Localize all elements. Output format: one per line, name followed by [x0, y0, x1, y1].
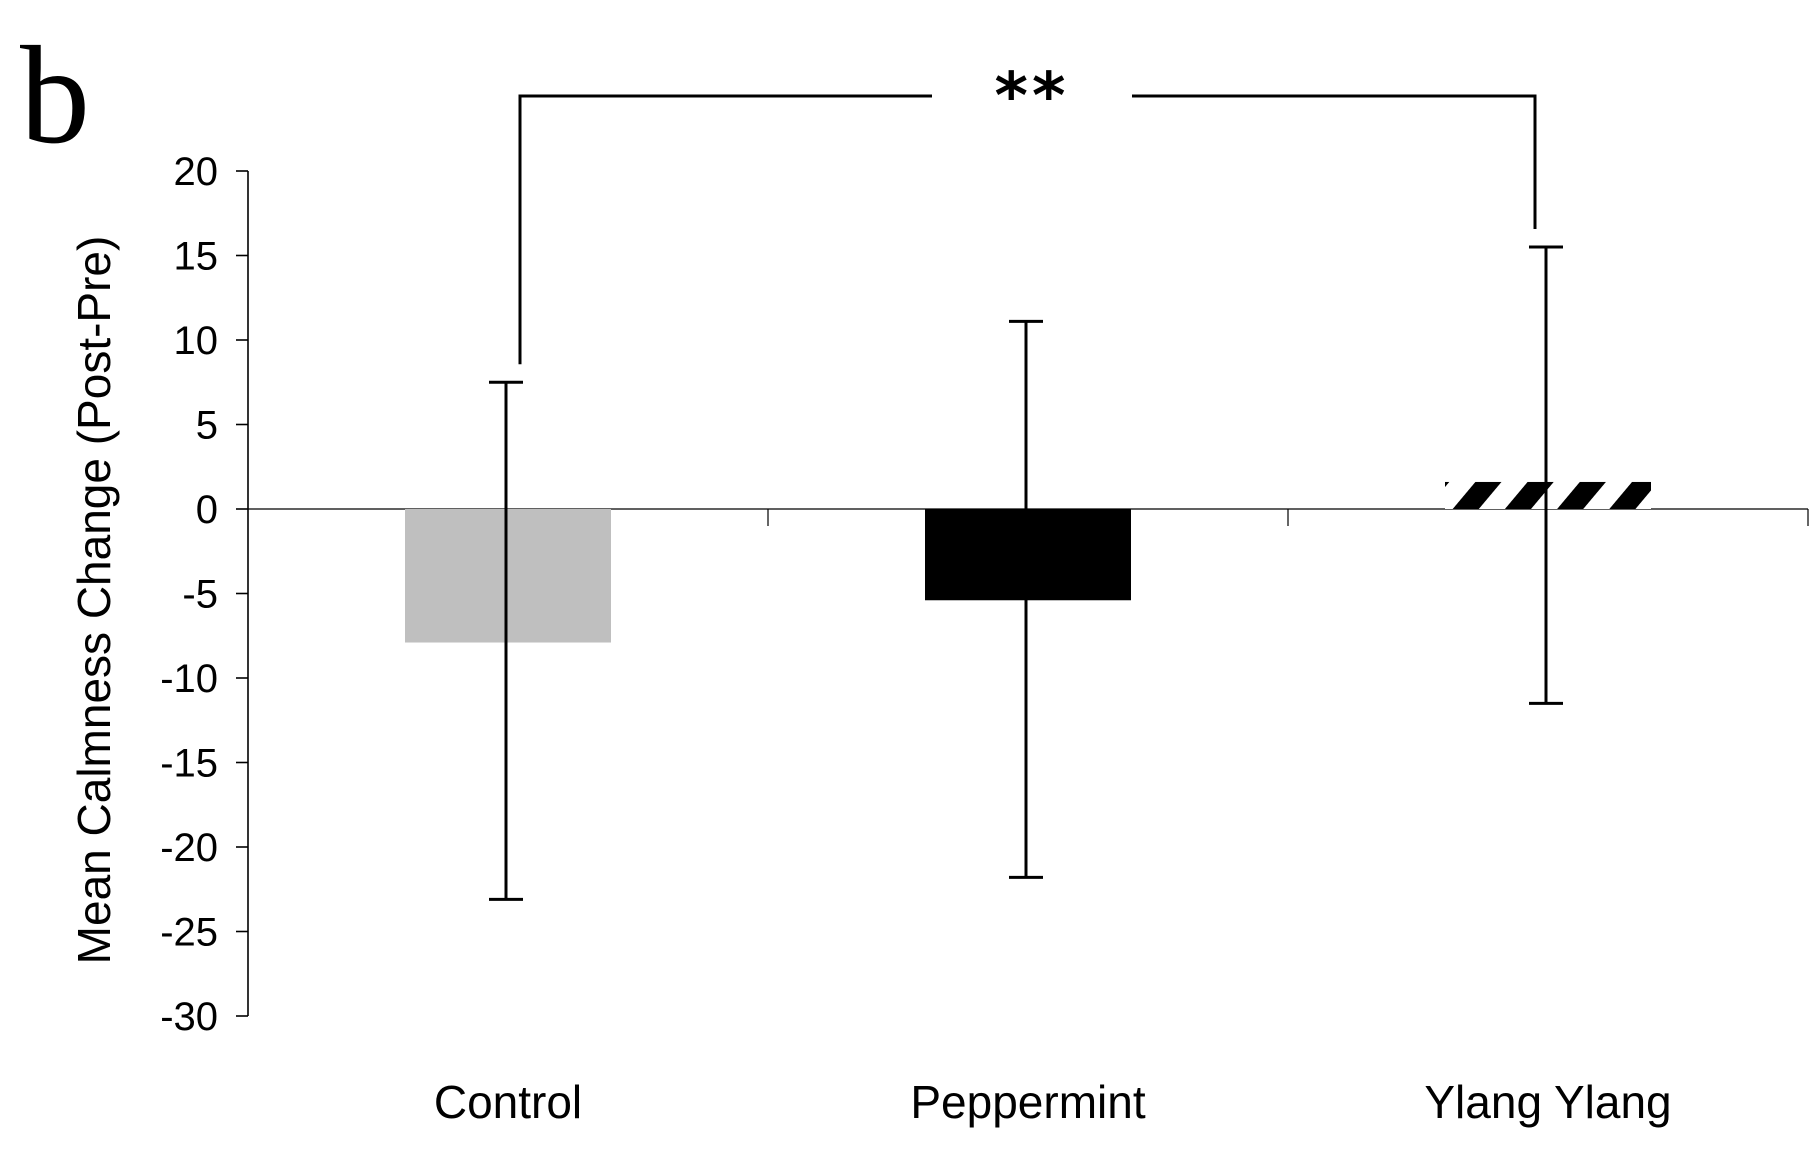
y-tick-label: 0	[196, 488, 218, 532]
significance-bracket: **	[518, 60, 1537, 365]
y-tick-label: -25	[160, 911, 218, 955]
significance-bracket-left	[518, 94, 932, 365]
bar	[405, 509, 611, 643]
category-label: Peppermint	[910, 1076, 1145, 1128]
significance-bracket-right	[1132, 94, 1537, 230]
y-tick-label: -5	[182, 573, 218, 617]
y-tick-label: 10	[174, 319, 219, 363]
bar	[925, 509, 1131, 601]
y-tick-label: 20	[174, 150, 219, 194]
bars	[405, 481, 1651, 643]
y-tick-label: -10	[160, 657, 218, 701]
bar	[1445, 481, 1651, 509]
y-tick-label: -20	[160, 826, 218, 870]
y-axis-title: Mean Calmness Change (Post-Pre)	[68, 236, 120, 965]
category-label: Control	[434, 1076, 582, 1128]
y-tick-label: -30	[160, 995, 218, 1039]
y-tick-label: -15	[160, 742, 218, 786]
y-tick-label: 15	[174, 235, 219, 279]
labels: Control Peppermint Ylang Ylang	[434, 1076, 1672, 1128]
category-label: Ylang Ylang	[1424, 1076, 1671, 1128]
error-bars	[489, 245, 1563, 901]
significance-label: **	[995, 60, 1070, 134]
panel-label: b	[20, 18, 90, 173]
axes: 20 15 10 5 0 -5 -10 -15 -20 -25 -30	[160, 150, 1809, 1039]
y-tick-label: 5	[196, 404, 218, 448]
